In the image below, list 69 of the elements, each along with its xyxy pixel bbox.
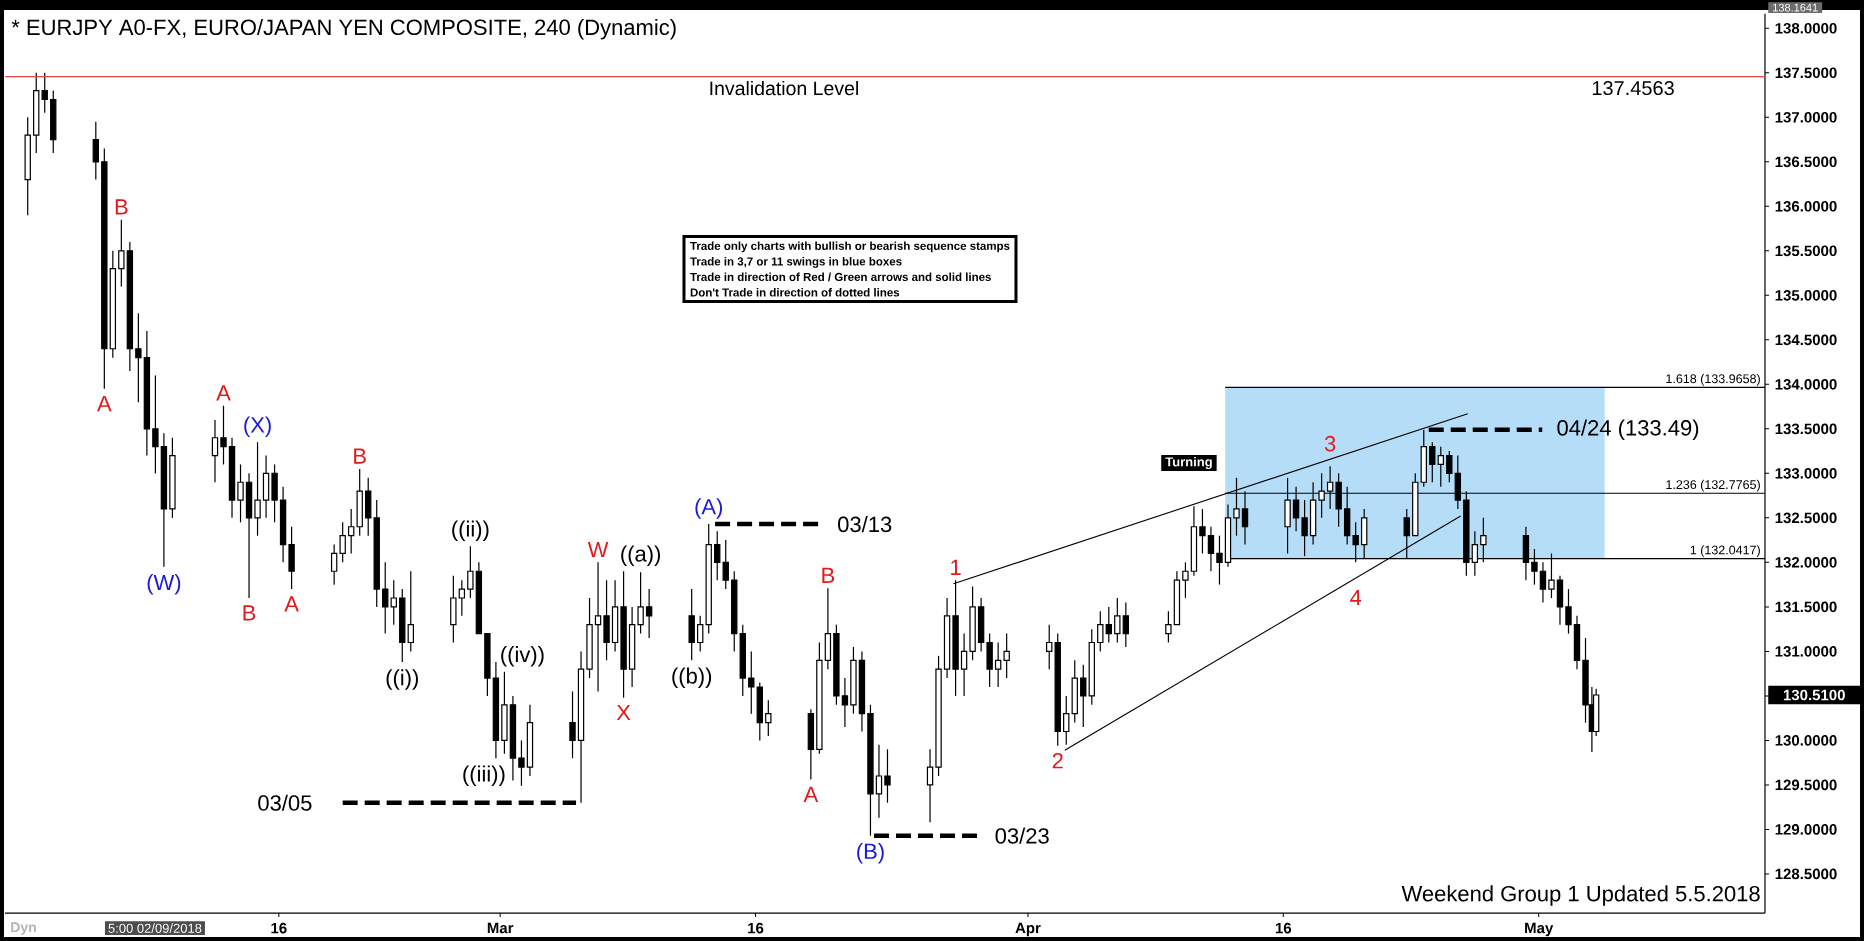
annotation: (X): [244, 416, 271, 437]
y-tick-label: 137.5000: [1775, 67, 1837, 79]
annotation: ((iv)): [501, 646, 544, 667]
annotation: A: [216, 385, 231, 401]
annotation: B: [822, 567, 835, 583]
x-tick-label: Mar: [487, 922, 514, 934]
annotation: W: [587, 541, 609, 558]
y-tick-label: 137.0000: [1775, 111, 1837, 123]
annotation: ((i)): [386, 669, 418, 690]
y-tick-label: 128.5000: [1775, 868, 1837, 880]
annotation: ((a)): [621, 545, 661, 567]
y-tick-label: 134.5000: [1775, 334, 1837, 346]
annotation: ((b)): [672, 667, 712, 689]
annotation: A: [97, 396, 112, 412]
annotation: A: [284, 596, 299, 612]
y-tick-label: 129.5000: [1775, 779, 1837, 791]
annotation: Turning: [1165, 456, 1212, 470]
chart-title: * EURJPY A0-FX, EURO/JAPAN YEN COMPOSITE, 240 (Dynamic): [11, 18, 676, 40]
annotation: 03/05: [258, 794, 312, 811]
text: Dyn: [11, 922, 36, 935]
annotation: 03/13: [838, 516, 892, 533]
y-tick-label: 131.0000: [1775, 646, 1837, 657]
y-tick-label: 132.0000: [1775, 557, 1837, 568]
y-tick-label: 133.0000: [1775, 468, 1837, 479]
annotation: A: [803, 786, 819, 802]
y-tick-label: 130.0000: [1775, 735, 1837, 746]
annotation: Don't Trade in direction of dotted lines: [690, 288, 900, 297]
annotation: 04/24 (133.49): [1557, 419, 1699, 440]
annotation: (B): [857, 842, 884, 864]
y-tick-label: 135.0000: [1775, 290, 1837, 301]
annotation: Trade in 3,7 or 11 swings in blue boxes: [690, 257, 902, 268]
y-tick-label: 136.5000: [1775, 156, 1837, 168]
y-tick-label: 136.0000: [1775, 201, 1837, 212]
x-tick-label: 16: [271, 922, 287, 934]
y-tick-label: 135.5000: [1775, 245, 1837, 257]
x-tick-label: 16: [1275, 922, 1292, 934]
annotation: 3: [1324, 435, 1336, 452]
ref-line-label: Invalidation Level: [710, 80, 858, 96]
annotation: B: [243, 605, 256, 621]
y-tick-label: 133.5000: [1775, 423, 1837, 435]
annotation: 2: [1052, 753, 1063, 769]
annotation: 1 (132.0417): [1690, 545, 1760, 557]
text: 130.5100: [1783, 689, 1845, 701]
y-tick-label: 129.0000: [1775, 824, 1837, 835]
text: 138.1641: [1773, 3, 1818, 12]
x-tick-label: Apr: [1015, 922, 1041, 937]
annotation: Trade in direction of Red / Green arrows and solid lines: [690, 272, 991, 282]
annotation: (A): [695, 498, 723, 519]
annotation: Trade only charts with bullish or bearish sequence stamps: [690, 241, 1010, 253]
annotation: 03/23: [995, 827, 1049, 844]
annotation: X: [616, 704, 631, 721]
annotation: 1: [951, 559, 961, 575]
annotation: ((iii)): [463, 765, 505, 786]
annotation: Weekend Group 1 Updated 5.5.2018: [1401, 885, 1760, 906]
annotation: 1.236 (132.7765): [1666, 479, 1760, 492]
y-tick-label: 131.5000: [1775, 601, 1837, 613]
annotation: (W): [147, 574, 181, 595]
annotation: 4: [1350, 589, 1362, 606]
text: 5:00 02/09/2018: [108, 923, 202, 933]
x-tick-label: 16: [748, 922, 764, 934]
annotation: ((ii)): [452, 520, 489, 542]
annotation: B: [115, 199, 128, 215]
annotation: 1.618 (133.9658): [1666, 373, 1760, 386]
annotation: 137.4563: [1592, 80, 1674, 96]
y-tick-label: 132.5000: [1775, 512, 1837, 524]
annotation: B: [354, 448, 366, 464]
y-tick-label: 134.0000: [1775, 379, 1837, 390]
y-tick-label: 138.0000: [1775, 22, 1837, 34]
x-tick-label: May: [1525, 922, 1554, 937]
